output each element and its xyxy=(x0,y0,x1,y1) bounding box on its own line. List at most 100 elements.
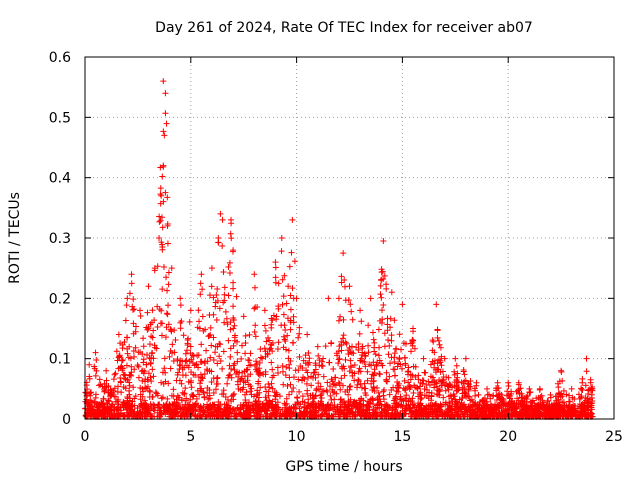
data-point xyxy=(394,411,401,418)
data-point xyxy=(161,132,168,139)
data-point xyxy=(156,213,163,220)
data-point xyxy=(402,402,409,409)
data-point xyxy=(481,411,488,418)
data-point xyxy=(585,398,592,405)
data-point xyxy=(290,319,297,326)
data-point xyxy=(174,371,181,378)
data-point xyxy=(386,391,393,398)
data-point xyxy=(394,379,401,386)
data-point xyxy=(451,371,458,378)
data-point xyxy=(284,383,291,390)
data-point xyxy=(442,401,449,408)
data-point xyxy=(345,391,352,398)
data-point xyxy=(371,339,378,346)
data-point xyxy=(399,404,406,411)
data-point xyxy=(180,404,187,411)
data-point xyxy=(247,361,254,368)
data-point xyxy=(306,408,313,415)
data-point xyxy=(178,318,185,325)
data-point xyxy=(269,385,276,392)
data-point xyxy=(583,368,590,375)
data-point xyxy=(262,384,269,391)
data-point xyxy=(434,334,441,341)
data-point xyxy=(178,412,185,419)
data-point xyxy=(420,406,427,413)
data-point xyxy=(356,365,363,372)
data-point xyxy=(183,395,190,402)
data-point xyxy=(464,380,471,387)
data-point xyxy=(488,406,495,413)
data-point xyxy=(157,405,164,412)
data-point xyxy=(422,410,429,417)
data-point xyxy=(288,249,295,256)
data-point xyxy=(230,247,237,254)
data-point xyxy=(377,291,384,298)
data-point xyxy=(474,409,481,416)
data-point xyxy=(195,374,202,381)
data-point xyxy=(362,363,369,370)
data-point xyxy=(242,350,249,357)
data-point xyxy=(508,411,515,418)
data-point xyxy=(385,351,392,358)
data-point xyxy=(190,352,197,359)
data-point xyxy=(160,128,167,135)
data-point xyxy=(408,348,415,355)
data-point xyxy=(403,397,410,404)
data-point xyxy=(395,402,402,409)
data-point xyxy=(499,402,506,409)
data-point xyxy=(368,362,375,369)
data-point xyxy=(208,265,215,272)
data-point xyxy=(278,248,285,255)
data-point xyxy=(187,396,194,403)
data-point xyxy=(230,303,237,310)
data-point xyxy=(120,411,127,418)
data-point xyxy=(207,331,214,338)
data-point xyxy=(384,327,391,334)
data-point xyxy=(91,398,98,405)
data-point xyxy=(335,317,342,324)
data-point xyxy=(252,333,259,340)
data-point xyxy=(521,395,528,402)
data-point xyxy=(301,399,308,406)
data-point xyxy=(357,368,364,375)
data-point xyxy=(526,412,533,419)
data-point xyxy=(146,387,153,394)
data-point xyxy=(305,396,312,403)
data-point xyxy=(501,411,508,418)
data-point xyxy=(104,400,111,407)
data-point xyxy=(281,272,288,279)
data-point xyxy=(313,385,320,392)
data-point xyxy=(182,350,189,357)
data-point xyxy=(356,330,363,337)
data-point xyxy=(199,286,206,293)
data-point xyxy=(555,390,562,397)
data-point xyxy=(282,337,289,344)
data-point xyxy=(279,363,286,370)
data-point xyxy=(324,379,331,386)
data-point xyxy=(409,325,416,332)
data-point xyxy=(158,395,165,402)
data-point xyxy=(302,352,309,359)
data-point xyxy=(179,372,186,379)
data-point xyxy=(361,359,368,366)
data-point xyxy=(534,402,541,409)
data-point xyxy=(287,306,294,313)
data-point xyxy=(409,339,416,346)
data-point xyxy=(279,276,286,283)
data-point xyxy=(216,353,223,360)
data-point xyxy=(524,404,531,411)
data-point xyxy=(567,411,574,418)
data-point xyxy=(172,337,179,344)
data-point xyxy=(257,370,264,377)
data-point xyxy=(392,406,399,413)
data-point xyxy=(217,357,224,364)
data-point xyxy=(388,289,395,296)
data-point xyxy=(149,307,156,314)
data-point xyxy=(438,353,445,360)
data-point xyxy=(288,388,295,395)
data-point xyxy=(227,230,234,237)
data-point xyxy=(340,316,347,323)
data-point xyxy=(244,377,251,384)
data-point xyxy=(92,349,99,356)
data-point xyxy=(177,325,184,332)
